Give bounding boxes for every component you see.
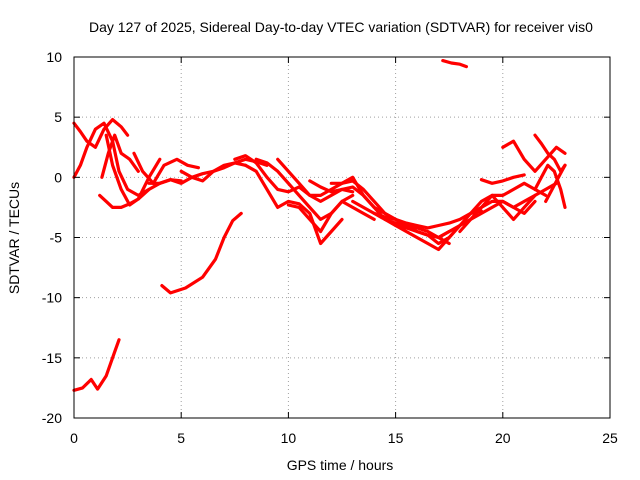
series-arc-20	[372, 209, 483, 230]
series-arc-7	[100, 133, 140, 179]
series-arc-9	[132, 151, 200, 185]
y-tick-label: 10	[46, 49, 62, 65]
y-tick-label: -10	[42, 290, 62, 306]
series-arc-29	[544, 163, 567, 203]
series-arc-28	[533, 163, 567, 209]
series-arc-19	[351, 199, 451, 246]
y-tick-label: 5	[54, 109, 62, 125]
series-arc-1	[72, 338, 121, 392]
series-arc-10	[147, 157, 269, 185]
x-tick-labels: 0 5 10 15 20 25	[70, 430, 618, 446]
series-arc-3	[441, 58, 468, 69]
y-tick-label: 0	[54, 169, 62, 185]
data-series-group	[72, 58, 567, 392]
y-tick-labels: -20 -15 -10 -5 0 5 10	[42, 49, 62, 426]
series-arc-16	[286, 193, 355, 234]
series-arc-2	[160, 211, 243, 295]
series-arc-22	[436, 193, 537, 240]
x-tick-label: 5	[177, 430, 185, 446]
x-axis-label: GPS time / hours	[287, 457, 394, 473]
series-arc-24	[469, 181, 559, 215]
axis-ticks	[73, 56, 611, 419]
y-axis-label: SDTVAR / TECUs	[6, 182, 22, 294]
y-tick-label: -20	[42, 410, 62, 426]
series-arc-23	[458, 181, 548, 234]
x-tick-label: 15	[388, 430, 404, 446]
series-arc-18	[329, 179, 451, 246]
x-tick-label: 20	[495, 430, 511, 446]
series-arc-14	[254, 157, 376, 221]
y-tick-label: -15	[42, 350, 62, 366]
series-arc-11	[179, 161, 248, 183]
grid-lines	[74, 57, 610, 418]
x-tick-label: 25	[602, 430, 618, 446]
x-tick-label: 0	[70, 430, 78, 446]
chart-title: Day 127 of 2025, Sidereal Day-to-day VTE…	[89, 19, 593, 35]
series-arc-25	[479, 173, 526, 185]
series-arc-13	[243, 163, 344, 246]
series-arc-4	[72, 117, 130, 149]
series-arc-26	[501, 139, 567, 173]
x-tick-label: 10	[281, 430, 297, 446]
series-arc-5	[72, 121, 151, 197]
y-tick-label: -5	[50, 230, 63, 246]
